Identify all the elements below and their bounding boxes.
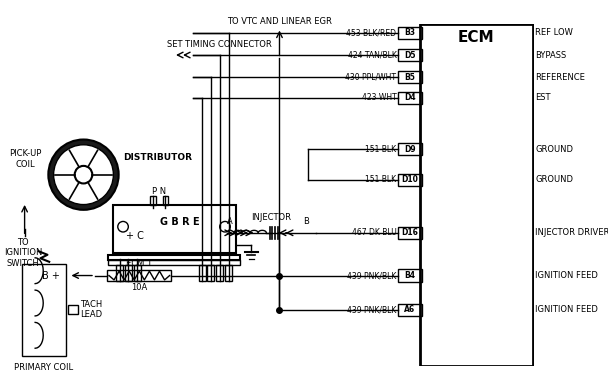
- Text: TO VTC AND LINEAR EGR: TO VTC AND LINEAR EGR: [227, 17, 332, 26]
- Bar: [199, 265, 206, 280]
- Bar: [216, 265, 223, 280]
- Text: A6: A6: [404, 305, 416, 314]
- Bar: [420, 24, 533, 366]
- Bar: [108, 255, 240, 260]
- Text: GROUND: GROUND: [535, 175, 573, 184]
- Bar: [163, 196, 168, 205]
- Text: 439 PNK/BLK: 439 PNK/BLK: [347, 305, 396, 314]
- Bar: [125, 265, 132, 280]
- Text: PICK-UP
COIL: PICK-UP COIL: [9, 149, 41, 168]
- Text: EST: EST: [535, 93, 551, 102]
- Text: TACH
LEAD: TACH LEAD: [80, 300, 102, 319]
- Circle shape: [54, 145, 113, 205]
- Bar: [398, 91, 422, 104]
- Text: REF LOW: REF LOW: [535, 28, 573, 37]
- Text: B: B: [303, 217, 309, 226]
- Bar: [150, 196, 156, 205]
- Text: SET TIMING CONNECTOR: SET TIMING CONNECTOR: [167, 40, 272, 49]
- Bar: [207, 265, 215, 280]
- Text: 151 BLK: 151 BLK: [365, 145, 396, 154]
- Bar: [398, 269, 422, 282]
- Text: IGNITION FEED: IGNITION FEED: [535, 305, 598, 314]
- Text: DISTRIBUTOR: DISTRIBUTOR: [123, 152, 192, 161]
- Bar: [107, 270, 171, 281]
- Text: ECM 1: ECM 1: [126, 259, 153, 268]
- Bar: [398, 303, 422, 316]
- Text: D10: D10: [401, 175, 418, 184]
- Bar: [112, 205, 235, 253]
- Text: P N: P N: [152, 187, 167, 196]
- Text: 439 PNK/BLK: 439 PNK/BLK: [347, 271, 396, 280]
- Bar: [398, 49, 422, 61]
- Text: REFERENCE: REFERENCE: [535, 73, 585, 82]
- Text: G B R E: G B R E: [161, 217, 200, 227]
- Text: BYPASS: BYPASS: [535, 51, 567, 60]
- Bar: [134, 265, 140, 280]
- Text: INJECTOR: INJECTOR: [252, 213, 292, 222]
- Text: PRIMARY COIL: PRIMARY COIL: [15, 363, 74, 372]
- Bar: [108, 260, 240, 265]
- Text: 151 BLK: 151 BLK: [365, 175, 396, 184]
- Bar: [225, 265, 232, 280]
- Text: IGNITION FEED: IGNITION FEED: [535, 271, 598, 280]
- Text: B +: B +: [42, 270, 60, 280]
- Text: 453 BLK/RED: 453 BLK/RED: [347, 28, 396, 37]
- Text: 423 WHT: 423 WHT: [362, 93, 396, 102]
- Text: 430 PPL/WHT: 430 PPL/WHT: [345, 73, 396, 82]
- Circle shape: [49, 140, 119, 210]
- Text: D5: D5: [404, 51, 416, 60]
- Text: 10A: 10A: [131, 282, 147, 292]
- Bar: [67, 305, 78, 314]
- Text: TO
IGNITION
SWITCH: TO IGNITION SWITCH: [4, 238, 42, 268]
- Text: + C: + C: [126, 231, 143, 242]
- Text: B4: B4: [404, 271, 415, 280]
- Text: D4: D4: [404, 93, 416, 102]
- Text: B3: B3: [404, 28, 415, 37]
- Text: ECM: ECM: [458, 30, 495, 46]
- Text: B5: B5: [404, 73, 415, 82]
- Text: 467 DK BLU: 467 DK BLU: [351, 228, 396, 237]
- Bar: [22, 264, 66, 356]
- Text: D9: D9: [404, 145, 416, 154]
- Text: GROUND: GROUND: [535, 145, 573, 154]
- Text: A: A: [227, 217, 233, 226]
- Bar: [398, 143, 422, 155]
- Bar: [116, 265, 123, 280]
- Bar: [398, 26, 422, 39]
- Text: INJECTOR DRIVER: INJECTOR DRIVER: [535, 228, 608, 237]
- Text: 424 TAN/BLK: 424 TAN/BLK: [348, 51, 396, 60]
- Bar: [398, 173, 422, 186]
- Bar: [398, 227, 422, 239]
- Bar: [398, 71, 422, 83]
- Text: D16: D16: [401, 228, 418, 237]
